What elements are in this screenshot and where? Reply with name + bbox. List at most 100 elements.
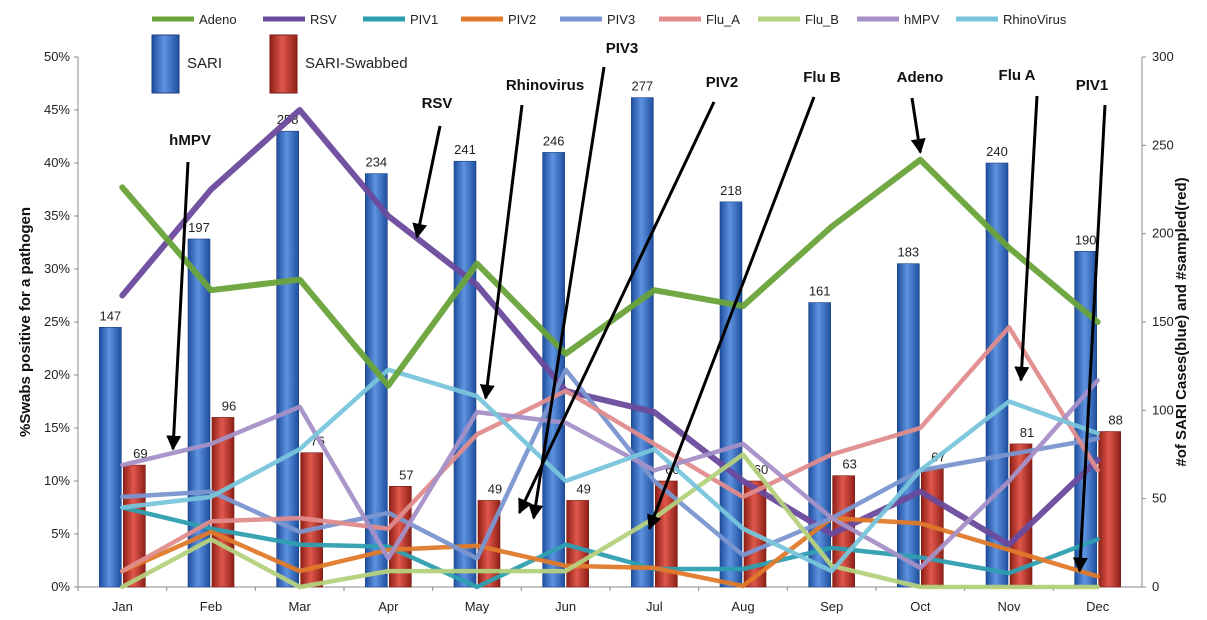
bar-sari-may [453,160,477,588]
legend-swatch-sari [151,34,180,94]
left-tick-label: 45% [44,102,70,117]
data-label-sari-feb: 197 [188,220,210,235]
legend-swatch-sari-swabbed [269,34,298,94]
data-label-sari-swabbed-jun: 49 [576,481,590,496]
right-tick-label: 50 [1152,491,1166,506]
bar-sari-jan [99,326,122,588]
line-rsv [119,107,1101,548]
x-tick-label-aug: Aug [731,599,754,614]
bar-sari-jul [631,97,654,588]
line-piv2 [120,515,1100,589]
legend-label-piv2: PIV2 [508,12,536,27]
annotation-arrow-rsv [412,125,442,239]
left-tick-label: 10% [44,473,70,488]
axes: 0% 5% 10% 15% 20% 25% 30% 35% 40% 45% 50% 0 50 100 150… [17,49,1190,614]
data-label-sari-oct: 183 [897,245,919,260]
line-piv1 [120,505,1100,590]
data-label-sari-swabbed-dec: 88 [1108,413,1122,428]
x-tick-label-jan: Jan [112,599,133,614]
x-tick-label-sep: Sep [820,599,843,614]
data-label-sari-swabbed-nov: 81 [1020,425,1034,440]
line-flu-a [120,325,1100,574]
annotation-label-flu-b: Flu B [803,69,841,86]
left-tick-label: 20% [44,367,70,382]
right-tick-label: 150 [1152,314,1174,329]
annotation-label-piv1: PIV1 [1076,77,1109,94]
legend-label-piv3: PIV3 [607,12,635,27]
legend-label-rhinovirus: RhinoVirus [1003,12,1067,27]
annotation-label-adeno: Adeno [897,69,944,86]
x-tick-label-dec: Dec [1086,599,1110,614]
data-label-sari-dec: 190 [1075,232,1097,247]
annotation-arrow-piv1 [1072,104,1107,573]
x-tick-label-may: May [465,599,490,614]
right-tick-label: 200 [1152,226,1174,241]
left-tick-label: 30% [44,261,70,276]
data-label-sari-swabbed-jan: 69 [133,446,147,461]
annotation-label-flu-a: Flu A [999,67,1036,84]
data-label-sari-swabbed-may: 49 [488,481,502,496]
annotation-label-hmpv: hMPV [169,132,211,149]
bar-sari-oct [897,263,920,588]
left-tick-label: 0% [51,579,70,594]
annotation-arrow-adeno [910,97,926,154]
annotation-arrow-hmpv [166,161,190,451]
x-tick-label-oct: Oct [910,599,931,614]
x-tick-label-nov: Nov [997,599,1021,614]
legend-label-hmpv: hMPV [904,12,940,27]
bar-sari-swabbed-dec [1098,431,1121,588]
legend-label-flu-b: Flu_B [805,12,839,27]
legend-label-adeno: Adeno [199,12,237,27]
right-tick-label: 250 [1152,137,1174,152]
left-tick-label: 50% [44,49,70,64]
left-tick-label: 40% [44,155,70,170]
data-label-sari-swabbed-apr: 57 [399,467,413,482]
data-label-sari-jun: 246 [543,133,565,148]
data-label-sari-jan: 147 [99,308,121,323]
legend-label-flu-a: Flu_A [706,12,740,27]
right-tick-label: 300 [1152,49,1174,64]
lines [119,107,1101,590]
x-tick-label-jun: Jun [555,599,576,614]
data-label-sari-aug: 218 [720,183,742,198]
bar-sari-sep [808,302,831,588]
x-tick-label-feb: Feb [200,599,222,614]
annotation-label-piv2: PIV2 [706,74,739,91]
bar-sari-aug [719,201,743,588]
data-label-sari-sep: 161 [809,284,831,299]
x-tick-label-apr: Apr [378,599,399,614]
legend: Adeno RSV PIV1 PIV2 PIV3 Flu_A Flu_B hMPV RhinoV… [151,12,1067,94]
left-tick-label: 25% [44,314,70,329]
left-tick-label: 5% [51,526,70,541]
bar-sari-mar [276,130,299,588]
data-label-sari-jul: 277 [631,79,653,94]
annotation-arrow-flu-b [647,96,816,531]
line-adeno [119,156,1101,389]
legend-label-sari-swabbed: SARI-Swabbed [305,55,408,72]
y-right-axis-title: #of SARI Cases(blue) and #sampled(red) [1173,177,1190,466]
y-left-axis-title: %Swabs positive for a pathogen [17,207,34,437]
x-tick-label-mar: Mar [288,599,311,614]
annotation-arrow-piv3 [528,66,606,520]
left-tick-label: 15% [44,420,70,435]
annotation-arrow-rhinovirus [479,104,524,400]
data-label-sari-swabbed-sep: 63 [842,457,856,472]
x-tick-label-jul: Jul [646,599,663,614]
annotations: hMPV RSV Rhinovirus PIV3 PIV2 Flu B Adeno Flu A… [166,40,1109,573]
right-tick-label: 0 [1152,579,1159,594]
line-hmpv [120,378,1100,571]
line-flu-b [120,452,1100,590]
annotation-arrow-flu-a [1014,95,1039,382]
left-tick-label: 35% [44,208,70,223]
line-piv3 [120,367,1100,561]
legend-label-rsv: RSV [310,12,337,27]
annotation-label-rhinovirus: Rhinovirus [506,77,584,94]
legend-label-piv1: PIV1 [410,12,438,27]
right-tick-label: 100 [1152,402,1174,417]
annotation-arrow-piv2 [517,101,716,515]
legend-label-sari: SARI [187,55,222,72]
data-label-sari-nov: 240 [986,144,1008,159]
annotation-label-rsv: RSV [422,95,453,112]
data-label-sari-may: 241 [454,142,476,157]
